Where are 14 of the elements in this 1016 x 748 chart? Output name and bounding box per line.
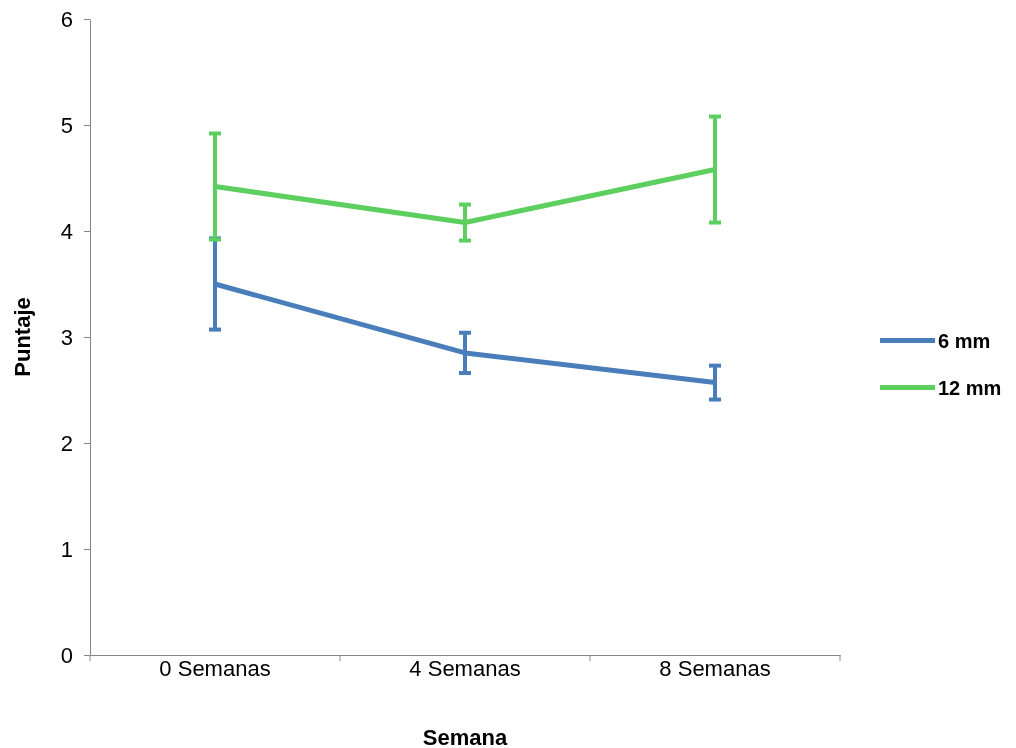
x-tick-label: 8 Semanas	[659, 656, 771, 681]
y-tick-label: 3	[60, 324, 73, 350]
legend-label: 6 mm	[938, 329, 991, 352]
x-tick-label: 0 Semanas	[159, 656, 271, 681]
x-tick-label: 4 Semanas	[409, 656, 521, 681]
y-tick-label: 2	[60, 430, 73, 456]
y-tick-label: 0	[60, 642, 73, 668]
y-tick-label: 5	[60, 112, 73, 138]
x-axis-title: Semana	[422, 725, 508, 748]
y-axis-title: Puntaje	[10, 297, 35, 377]
y-tick-label: 1	[60, 536, 73, 562]
y-tick-label: 4	[60, 218, 73, 244]
y-tick-label: 6	[60, 6, 73, 32]
legend-label: 12 mm	[938, 376, 1002, 399]
